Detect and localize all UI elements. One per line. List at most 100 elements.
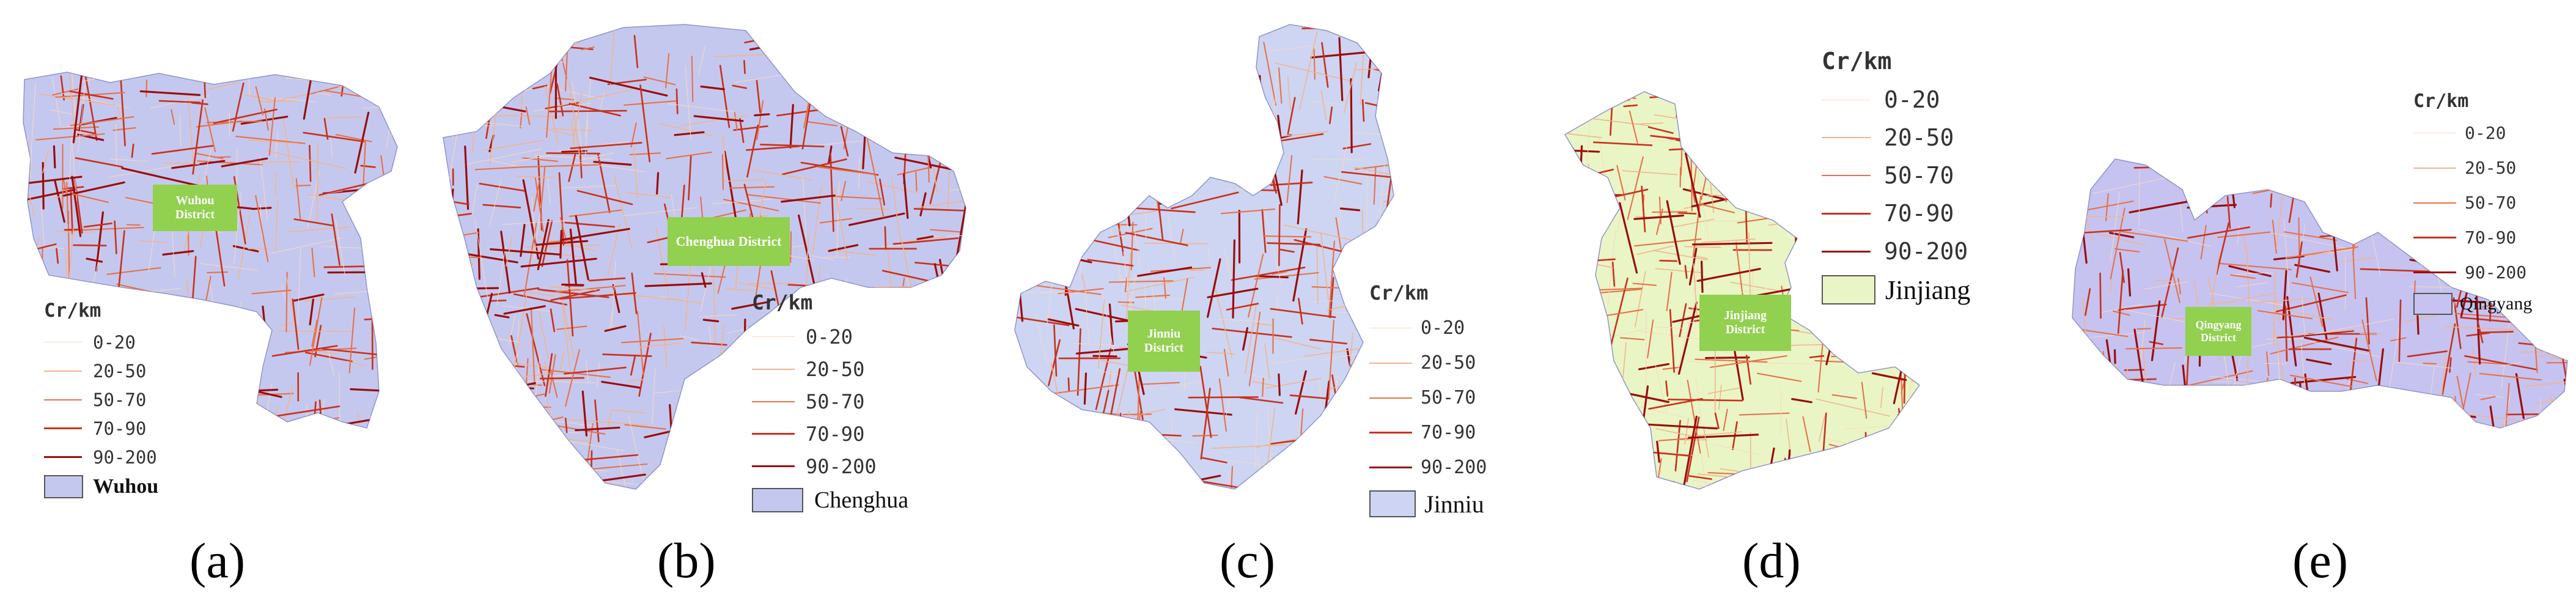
road-segment (1921, 321, 1969, 325)
road-segment (1073, 216, 1093, 220)
road-segment (2503, 383, 2510, 428)
road-segment (2104, 385, 2140, 392)
road-segment (2566, 252, 2567, 333)
legend-label: 70-90 (93, 418, 147, 439)
road-segment (908, 372, 943, 376)
road-segment (1781, 97, 1816, 108)
road-segment (267, 150, 347, 169)
road-segment (2405, 313, 2442, 322)
road-segment (1078, 424, 1087, 470)
road-segment (555, 488, 559, 489)
road-segment (728, 421, 751, 427)
road-segment (833, 88, 854, 95)
legend-label: 90-200 (2465, 262, 2527, 282)
road-segment (1569, 92, 1577, 133)
road-segment (443, 464, 475, 472)
road-segment (747, 194, 821, 204)
road-segment (443, 51, 488, 62)
road-segment (2086, 412, 2127, 417)
road-segment (1292, 228, 1308, 302)
road-segment (718, 418, 734, 423)
road-segment (1058, 412, 1069, 476)
road-segment (1062, 492, 1116, 495)
label-close: ) (228, 533, 246, 588)
road-segment (443, 395, 502, 406)
road-segment (1673, 218, 1715, 228)
road-segment (1360, 262, 1394, 268)
road-segment (1742, 175, 1783, 185)
road-segment (1132, 95, 1177, 102)
road-segment (482, 204, 521, 209)
road-segment (204, 150, 211, 181)
road-segment (526, 358, 529, 384)
legend-label: 90-200 (806, 454, 877, 478)
road-segment (628, 416, 644, 480)
road-segment (691, 56, 694, 103)
road-segment (1576, 201, 1588, 282)
road-segment (1628, 110, 1639, 146)
road-segment (1737, 217, 1770, 224)
road-segment (2154, 279, 2173, 282)
road-segment (2267, 387, 2289, 393)
road-segment (1276, 294, 1278, 317)
label-letter: a (206, 533, 229, 588)
road-segment (1122, 413, 1152, 415)
road-segment (1819, 331, 1886, 347)
road-segment (1051, 48, 1054, 70)
road-segment (68, 227, 74, 284)
road-segment (2281, 162, 2363, 181)
road-segment (1693, 254, 1701, 296)
road-segment (1577, 377, 1587, 441)
legend-title: Cr/km (752, 290, 813, 314)
road-segment (1284, 224, 1353, 241)
road-segment (390, 134, 397, 138)
road-segment (1779, 475, 1837, 479)
road-segment (240, 116, 289, 125)
road-segment (526, 313, 546, 386)
road-segment (905, 235, 946, 242)
road-segment (188, 97, 195, 176)
road-segment (2291, 330, 2354, 338)
road-segment (53, 145, 56, 169)
road-segment (1683, 415, 1698, 486)
road-segment (114, 220, 117, 254)
road-segment (879, 179, 886, 206)
road-segment (1802, 416, 1811, 452)
legend-row: 0-20 (44, 328, 158, 356)
road-segment (465, 50, 474, 88)
road-segment (884, 226, 887, 250)
road-segment (1777, 131, 1790, 210)
road-segment (474, 219, 488, 300)
road-segment (2125, 347, 2182, 350)
road-segment (1361, 99, 1365, 122)
road-segment (1132, 127, 1198, 142)
badge-text-line1: Chenghua District (675, 234, 782, 249)
road-segment (691, 421, 697, 471)
road-segment (1743, 362, 1818, 364)
road-segment (1043, 112, 1086, 120)
road-segment (477, 228, 481, 280)
road-segment (1248, 253, 1264, 318)
road-segment (2306, 358, 2332, 366)
subfigure-label: (a) (190, 532, 245, 589)
road-segment (566, 259, 574, 337)
road-segment (1128, 24, 1188, 30)
road-segment (2270, 336, 2339, 355)
road-segment (2529, 311, 2567, 325)
road-segment (1641, 185, 1646, 233)
road-segment (1622, 170, 1678, 175)
road-segment (724, 457, 733, 489)
road-segment (1623, 104, 1638, 108)
legend-line (2413, 167, 2456, 169)
road-segment (2303, 336, 2371, 352)
road-segment (257, 100, 298, 102)
road-segment (2139, 382, 2142, 417)
district-badge: Jinjiang District (1699, 295, 1791, 351)
road-segment (392, 236, 397, 252)
badge-text-line2: District (1144, 341, 1184, 355)
road-segment (1669, 309, 1676, 373)
road-segment (2370, 228, 2381, 276)
road-segment (2395, 361, 2453, 369)
road-segment (333, 424, 337, 428)
road-segment (1096, 369, 1119, 375)
